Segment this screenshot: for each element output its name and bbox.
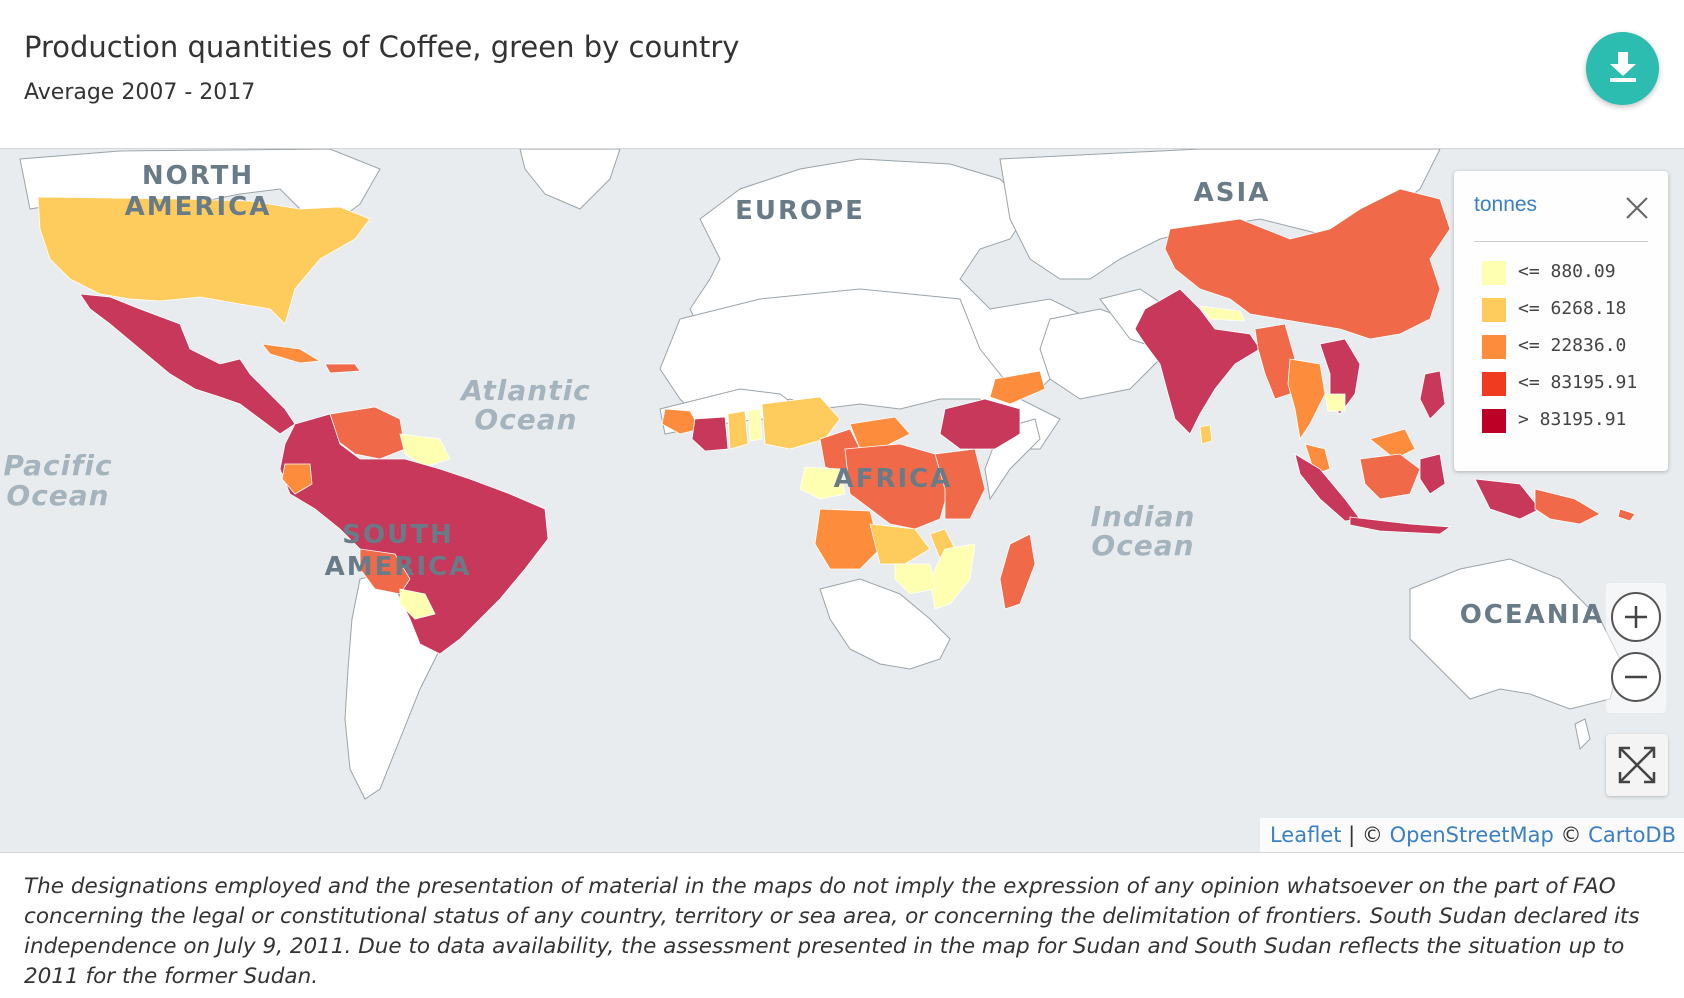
label-pacific-1: Pacific [3, 449, 112, 482]
ocean-labels: Atlantic Ocean Pacific Ocean Indian Ocea… [3, 374, 1196, 562]
label-europe: EUROPE [735, 196, 865, 226]
attribution-copyright: © [1553, 823, 1589, 847]
region-indonesia-papua [1474, 478, 1541, 520]
label-north-america-1: NORTH [142, 161, 254, 191]
region-indonesia-sulawesi [1419, 453, 1446, 495]
region-car [849, 416, 911, 450]
cartodb-link[interactable]: CartoDB [1588, 823, 1676, 847]
region-cambodia [1324, 393, 1346, 412]
region-cote-divoire [691, 416, 729, 452]
minus-icon [1625, 675, 1647, 679]
region-angola [814, 508, 881, 570]
map-attribution: Leaflet | © OpenStreetMap © CartoDB [1259, 818, 1684, 852]
region-indonesia-borneo [1359, 453, 1421, 500]
label-south-america-1: SOUTH [342, 520, 453, 550]
legend-close-button[interactable] [1624, 195, 1650, 221]
region-ethiopia [939, 398, 1021, 450]
legend-swatch [1482, 409, 1506, 433]
legend-label: <= 880.09 [1518, 261, 1616, 282]
region-ecuador [281, 463, 313, 495]
leaflet-link[interactable]: Leaflet [1269, 823, 1342, 847]
region-paraguay [399, 588, 436, 620]
label-africa: AFRICA [834, 464, 953, 494]
legend-label: <= 83195.91 [1518, 372, 1638, 393]
region-nepal [1199, 305, 1246, 322]
label-north-america-2: AMERICA [125, 192, 272, 222]
legend-label: <= 22836.0 [1518, 335, 1627, 356]
choropleth-map[interactable]: NORTH AMERICA EUROPE ASIA AFRICA SOUTH A… [0, 148, 1684, 853]
region-myanmar [1254, 323, 1296, 400]
label-asia: ASIA [1194, 178, 1271, 208]
zoom-in-button[interactable] [1611, 592, 1661, 642]
openstreetmap-link[interactable]: OpenStreetMap [1389, 823, 1554, 847]
label-indian-1: Indian [1091, 500, 1196, 533]
region-philippines [1419, 370, 1446, 420]
label-pacific-2: Ocean [6, 479, 109, 512]
region-caribbean-2 [324, 363, 361, 374]
region-mexico-central-america [79, 293, 296, 435]
legend-label: <= 6268.18 [1518, 298, 1627, 319]
region-togo-benin [747, 408, 763, 442]
plus-icon [1625, 606, 1647, 628]
choropleth-regions [37, 188, 1636, 655]
zoom-out-button[interactable] [1611, 652, 1661, 702]
region-pacific-islands [1617, 508, 1636, 522]
map-disclaimer: The designations employed and the presen… [24, 874, 1640, 989]
close-icon [1626, 197, 1648, 219]
region-gabon-congo [799, 466, 846, 500]
legend-swatch [1482, 335, 1506, 359]
legend-swatch [1482, 372, 1506, 396]
label-atlantic-2: Ocean [474, 403, 577, 436]
region-usa [37, 196, 371, 325]
region-thailand [1287, 358, 1326, 441]
region-indonesia-java [1349, 516, 1452, 535]
legend-title: tonnes [1474, 193, 1538, 216]
legend-swatch [1482, 298, 1506, 322]
region-guianas [399, 433, 451, 468]
chart-title: Production quantities of Coffee, green b… [24, 30, 740, 64]
download-button[interactable] [1586, 32, 1659, 105]
region-yemen [989, 370, 1046, 405]
region-south-america-main [279, 413, 549, 655]
map-legend: tonnes <= 880.09 <= 6268.18 <= 22836.0 <= 8… [1454, 171, 1668, 471]
region-labels: NORTH AMERICA EUROPE ASIA AFRICA SOUTH A… [125, 161, 1605, 630]
label-south-america-2: AMERICA [325, 552, 472, 582]
attribution-separator: | © [1341, 823, 1390, 847]
region-zambia [869, 523, 931, 565]
region-china [1164, 188, 1451, 340]
legend-swatch [1482, 261, 1506, 285]
region-papua-new-guinea [1534, 488, 1601, 525]
label-atlantic-1: Atlantic [459, 374, 591, 407]
label-indian-2: Ocean [1091, 529, 1194, 562]
region-ghana [727, 410, 749, 450]
region-caribbean [261, 343, 322, 364]
world-map-canvas[interactable]: NORTH AMERICA EUROPE ASIA AFRICA SOUTH A… [0, 149, 1684, 852]
region-mozambique [929, 543, 976, 610]
region-guinea [661, 408, 701, 435]
region-india [1134, 288, 1261, 435]
fullscreen-icon [1618, 746, 1656, 784]
label-oceania: OCEANIA [1460, 600, 1605, 630]
chart-header: Production quantities of Coffee, green b… [0, 0, 1684, 148]
fullscreen-button[interactable] [1606, 734, 1668, 796]
chart-subtitle: Average 2007 - 2017 [24, 80, 256, 105]
legend-label: > 83195.91 [1518, 409, 1627, 430]
legend-divider [1474, 241, 1648, 242]
region-zimbabwe [894, 563, 936, 595]
region-drc [844, 443, 951, 530]
region-sri-lanka [1199, 424, 1213, 445]
download-icon [1610, 52, 1636, 82]
region-madagascar [999, 533, 1036, 610]
region-borneo-north [1369, 428, 1416, 460]
